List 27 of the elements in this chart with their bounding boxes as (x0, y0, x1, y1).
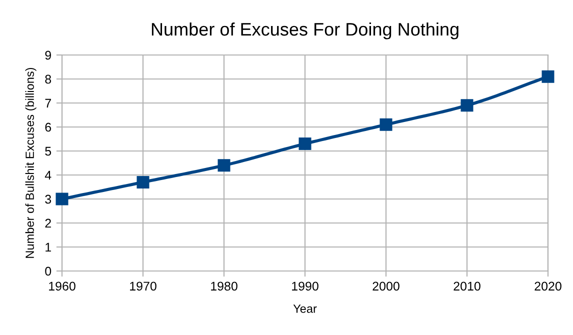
point (380, 118, 392, 131)
y-tick-label: 7 (45, 98, 51, 108)
y-tick-label: 6 (45, 122, 52, 132)
y-tick-label: 2 (45, 218, 51, 228)
point (136, 176, 150, 188)
chart-title: Number of Excuses For Doing Nothing (152, 22, 458, 40)
x-axis-title: Year (293, 304, 317, 313)
point (542, 70, 554, 83)
y-tick-label: 5 (45, 146, 52, 156)
point (56, 192, 68, 206)
x-tick-label: 1960 (49, 282, 76, 291)
x-tick-label: 1970 (130, 282, 156, 291)
y-tick-label: 3 (45, 194, 52, 204)
y-tick-label: 9 (45, 50, 51, 60)
y-tick-label: 4 (44, 170, 52, 180)
y-tick-label: 8 (45, 74, 52, 84)
x-tick-label: 2000 (372, 282, 400, 291)
y-axis-title: Number of Bullshit Excuses (billions) (25, 68, 36, 258)
point (218, 159, 230, 172)
x-tick-label: 2010 (454, 282, 480, 291)
y-tick-label: 0 (45, 266, 52, 276)
x-tick-label: 1990 (292, 282, 318, 291)
y-tick-label: 1 (46, 242, 51, 252)
x-tick-label: 2020 (534, 282, 562, 291)
x-tick-label: 1980 (211, 282, 238, 291)
point (298, 138, 312, 150)
point (460, 99, 474, 112)
